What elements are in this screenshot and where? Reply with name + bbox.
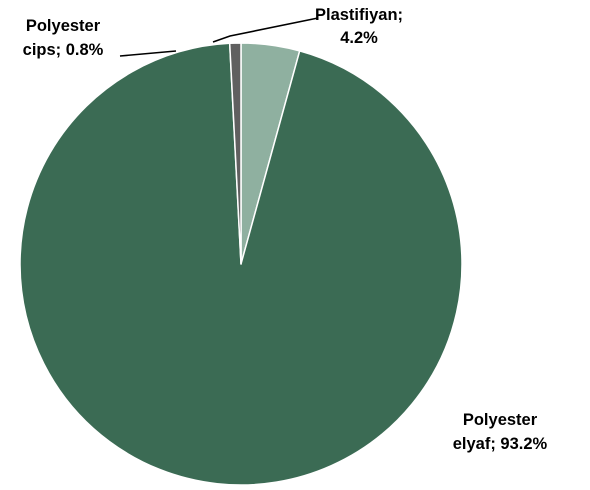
slice-label-2-line2: cips; 0.8% (23, 41, 104, 59)
slice-label-0-line1: Plastifiyan; (315, 6, 403, 24)
leader-line-0 (212, 17, 319, 43)
slice-label-1-line1: Polyester (463, 411, 538, 429)
slice-label-2-line1: Polyester (26, 17, 101, 35)
pie-slices (19, 42, 463, 486)
leader-line-2 (119, 50, 177, 57)
pie-slice-2 (228, 42, 242, 265)
leader-lines (119, 17, 319, 57)
slice-label-1-line2: elyaf; 93.2% (453, 435, 548, 453)
slice-label-0-line2: 4.2% (340, 29, 378, 47)
slice-labels: Plastifiyan; 4.2% Polyester elyaf; 93.2% Pol… (23, 6, 548, 453)
